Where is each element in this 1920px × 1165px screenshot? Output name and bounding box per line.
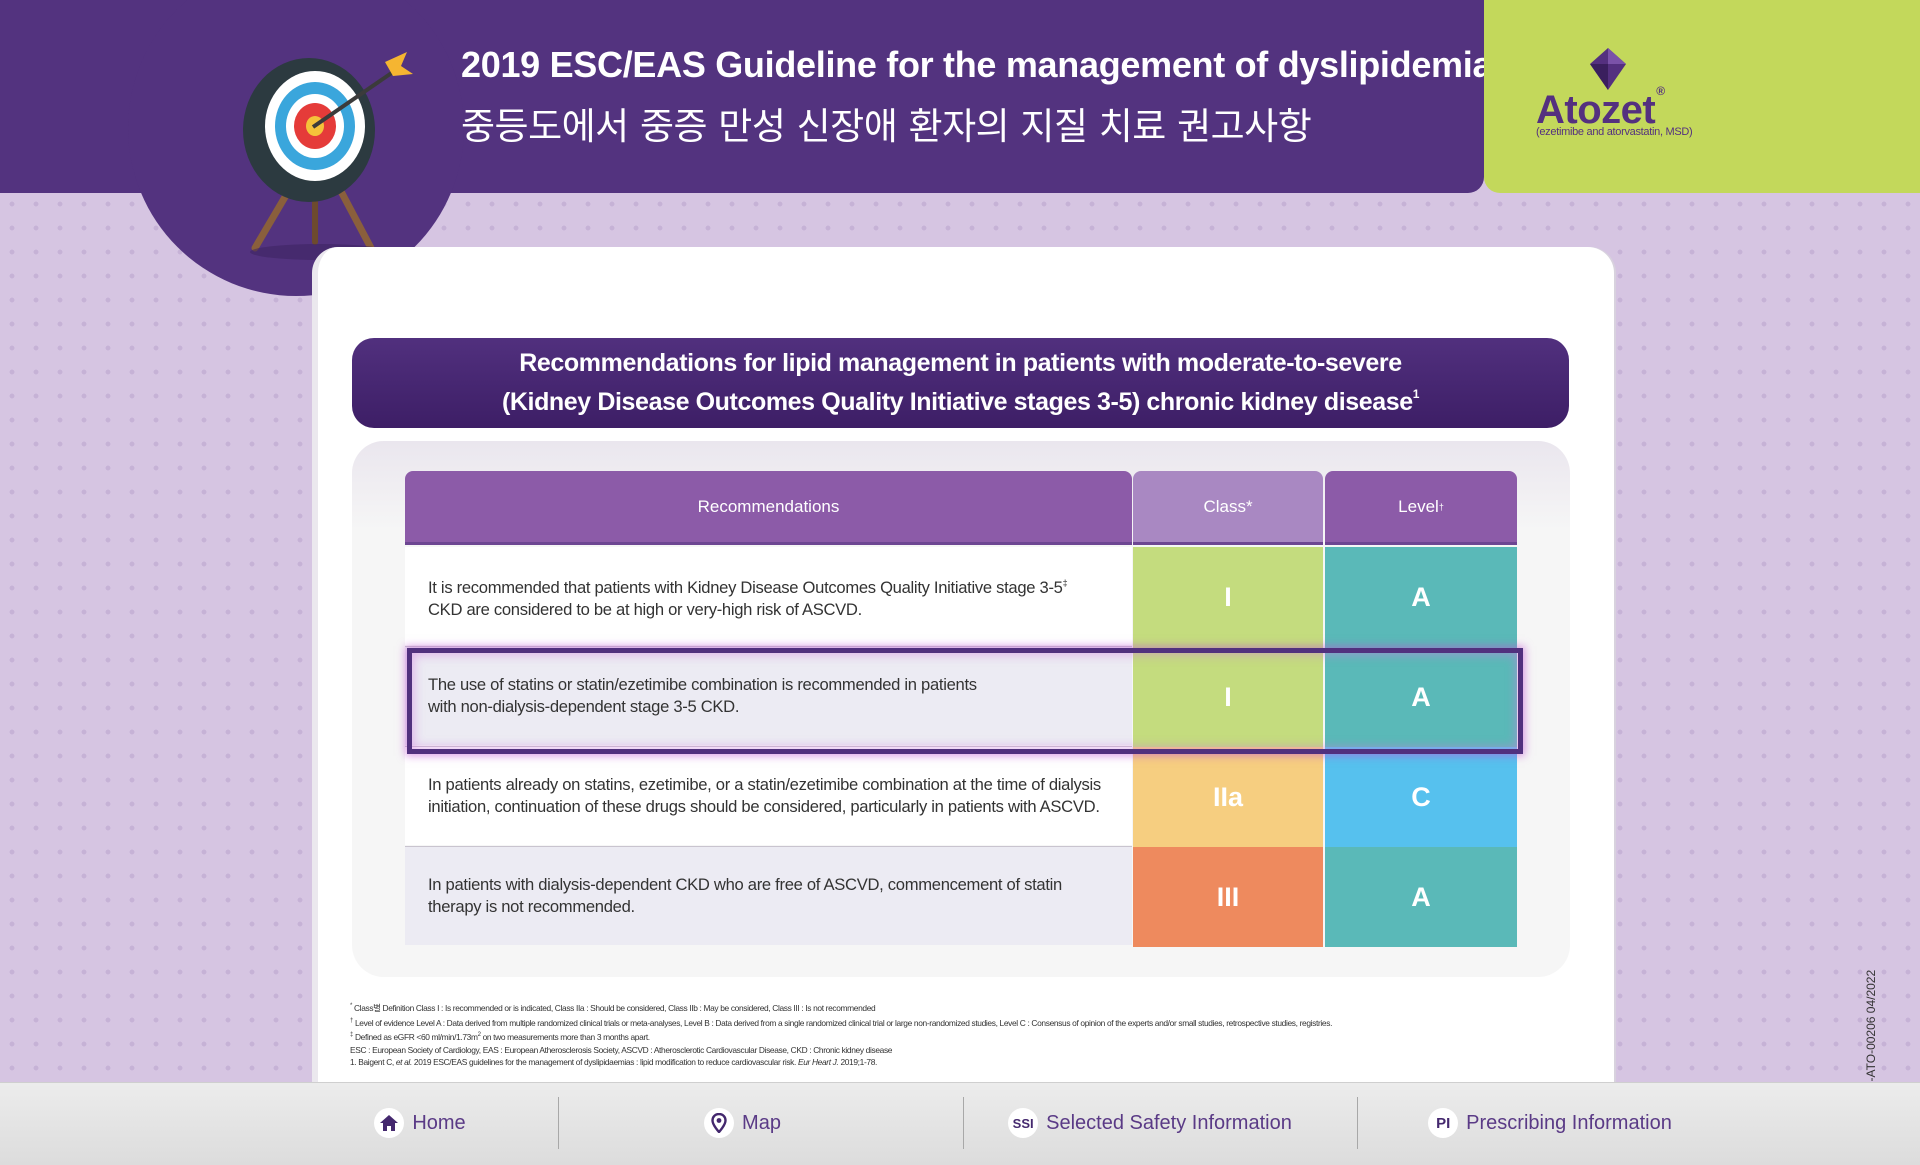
header-class: Class* (1133, 471, 1323, 545)
footnotes: * Class별 Definition Class I : Is recomme… (350, 1000, 1580, 1069)
row-divider (405, 746, 1132, 747)
table-row: In patients already on statins, ezetimib… (405, 747, 1132, 845)
nav-pi-label: Prescribing Information (1466, 1111, 1672, 1134)
nav-map-label: Map (742, 1111, 781, 1134)
nav-ssi-label: Selected Safety Information (1046, 1111, 1292, 1134)
table-row: The use of statins or statin/ezetimibe c… (405, 647, 1132, 745)
row-divider (405, 846, 1132, 847)
nav-divider (963, 1097, 964, 1149)
table-title-banner: Recommendations for lipid management in … (352, 338, 1569, 428)
level-cell: C (1325, 747, 1517, 847)
table-row: It is recommended that patients with Kid… (405, 547, 1132, 645)
footnote-egfr: ‡ Defined as eGFR <60 ml/min/1.73m2 on t… (350, 1032, 650, 1043)
bottom-nav-bar (0, 1082, 1920, 1165)
nav-map-button[interactable]: Map (620, 1082, 865, 1164)
home-icon (374, 1108, 405, 1138)
brand-logo: Atozet® (1536, 84, 1665, 132)
nav-home-label: Home (412, 1111, 466, 1134)
footnote-level: † Level of evidence Level A : Data deriv… (350, 1017, 1333, 1028)
table-row: In patients with dialysis-dependent CKD … (405, 847, 1132, 945)
class-cell: III (1133, 847, 1323, 947)
pi-icon: PI (1428, 1108, 1459, 1138)
level-cell: A (1325, 847, 1517, 947)
nav-ssi-button[interactable]: SSI Selected Safety Information (980, 1082, 1320, 1164)
header-level: Level † (1325, 471, 1517, 545)
row-divider (405, 646, 1132, 647)
class-cell: I (1133, 647, 1323, 747)
level-cell: A (1325, 547, 1517, 647)
class-cell: I (1133, 547, 1323, 647)
map-pin-icon (704, 1108, 735, 1138)
footnote-reference: 1. Baigent C, et al. 2019 ESC/EAS guidel… (350, 1057, 877, 1068)
banner-line-2: (Kidney Disease Outcomes Quality Initiat… (501, 387, 1420, 416)
page-title: 2019 ESC/EAS Guideline for the managemen… (461, 44, 1512, 85)
nav-pi-button[interactable]: PI Prescribing Information (1410, 1082, 1690, 1164)
nav-home-button[interactable]: Home (280, 1082, 560, 1164)
footnote-class: * Class별 Definition Class I : Is recomme… (350, 1003, 876, 1013)
nav-divider (1357, 1097, 1358, 1149)
class-cell: IIa (1133, 747, 1323, 847)
brand-subtitle: (ezetimibe and atorvastatin, MSD) (1536, 126, 1693, 138)
header-recommendations: Recommendations (405, 471, 1132, 545)
ssi-icon: SSI (1008, 1108, 1039, 1138)
target-with-arrow-icon (243, 52, 413, 260)
page-subtitle-korean: 중등도에서 중증 만성 신장애 환자의 지질 치료 권고사항 (461, 105, 1312, 148)
footnote-abbreviations: ESC : European Society of Cardiology, EA… (350, 1044, 893, 1055)
banner-line-1: Recommendations for lipid management in … (519, 349, 1402, 377)
brand-panel (1484, 0, 1920, 193)
brand-gem-icon (1590, 48, 1626, 90)
level-cell: A (1325, 647, 1517, 747)
nav-divider (558, 1097, 559, 1149)
